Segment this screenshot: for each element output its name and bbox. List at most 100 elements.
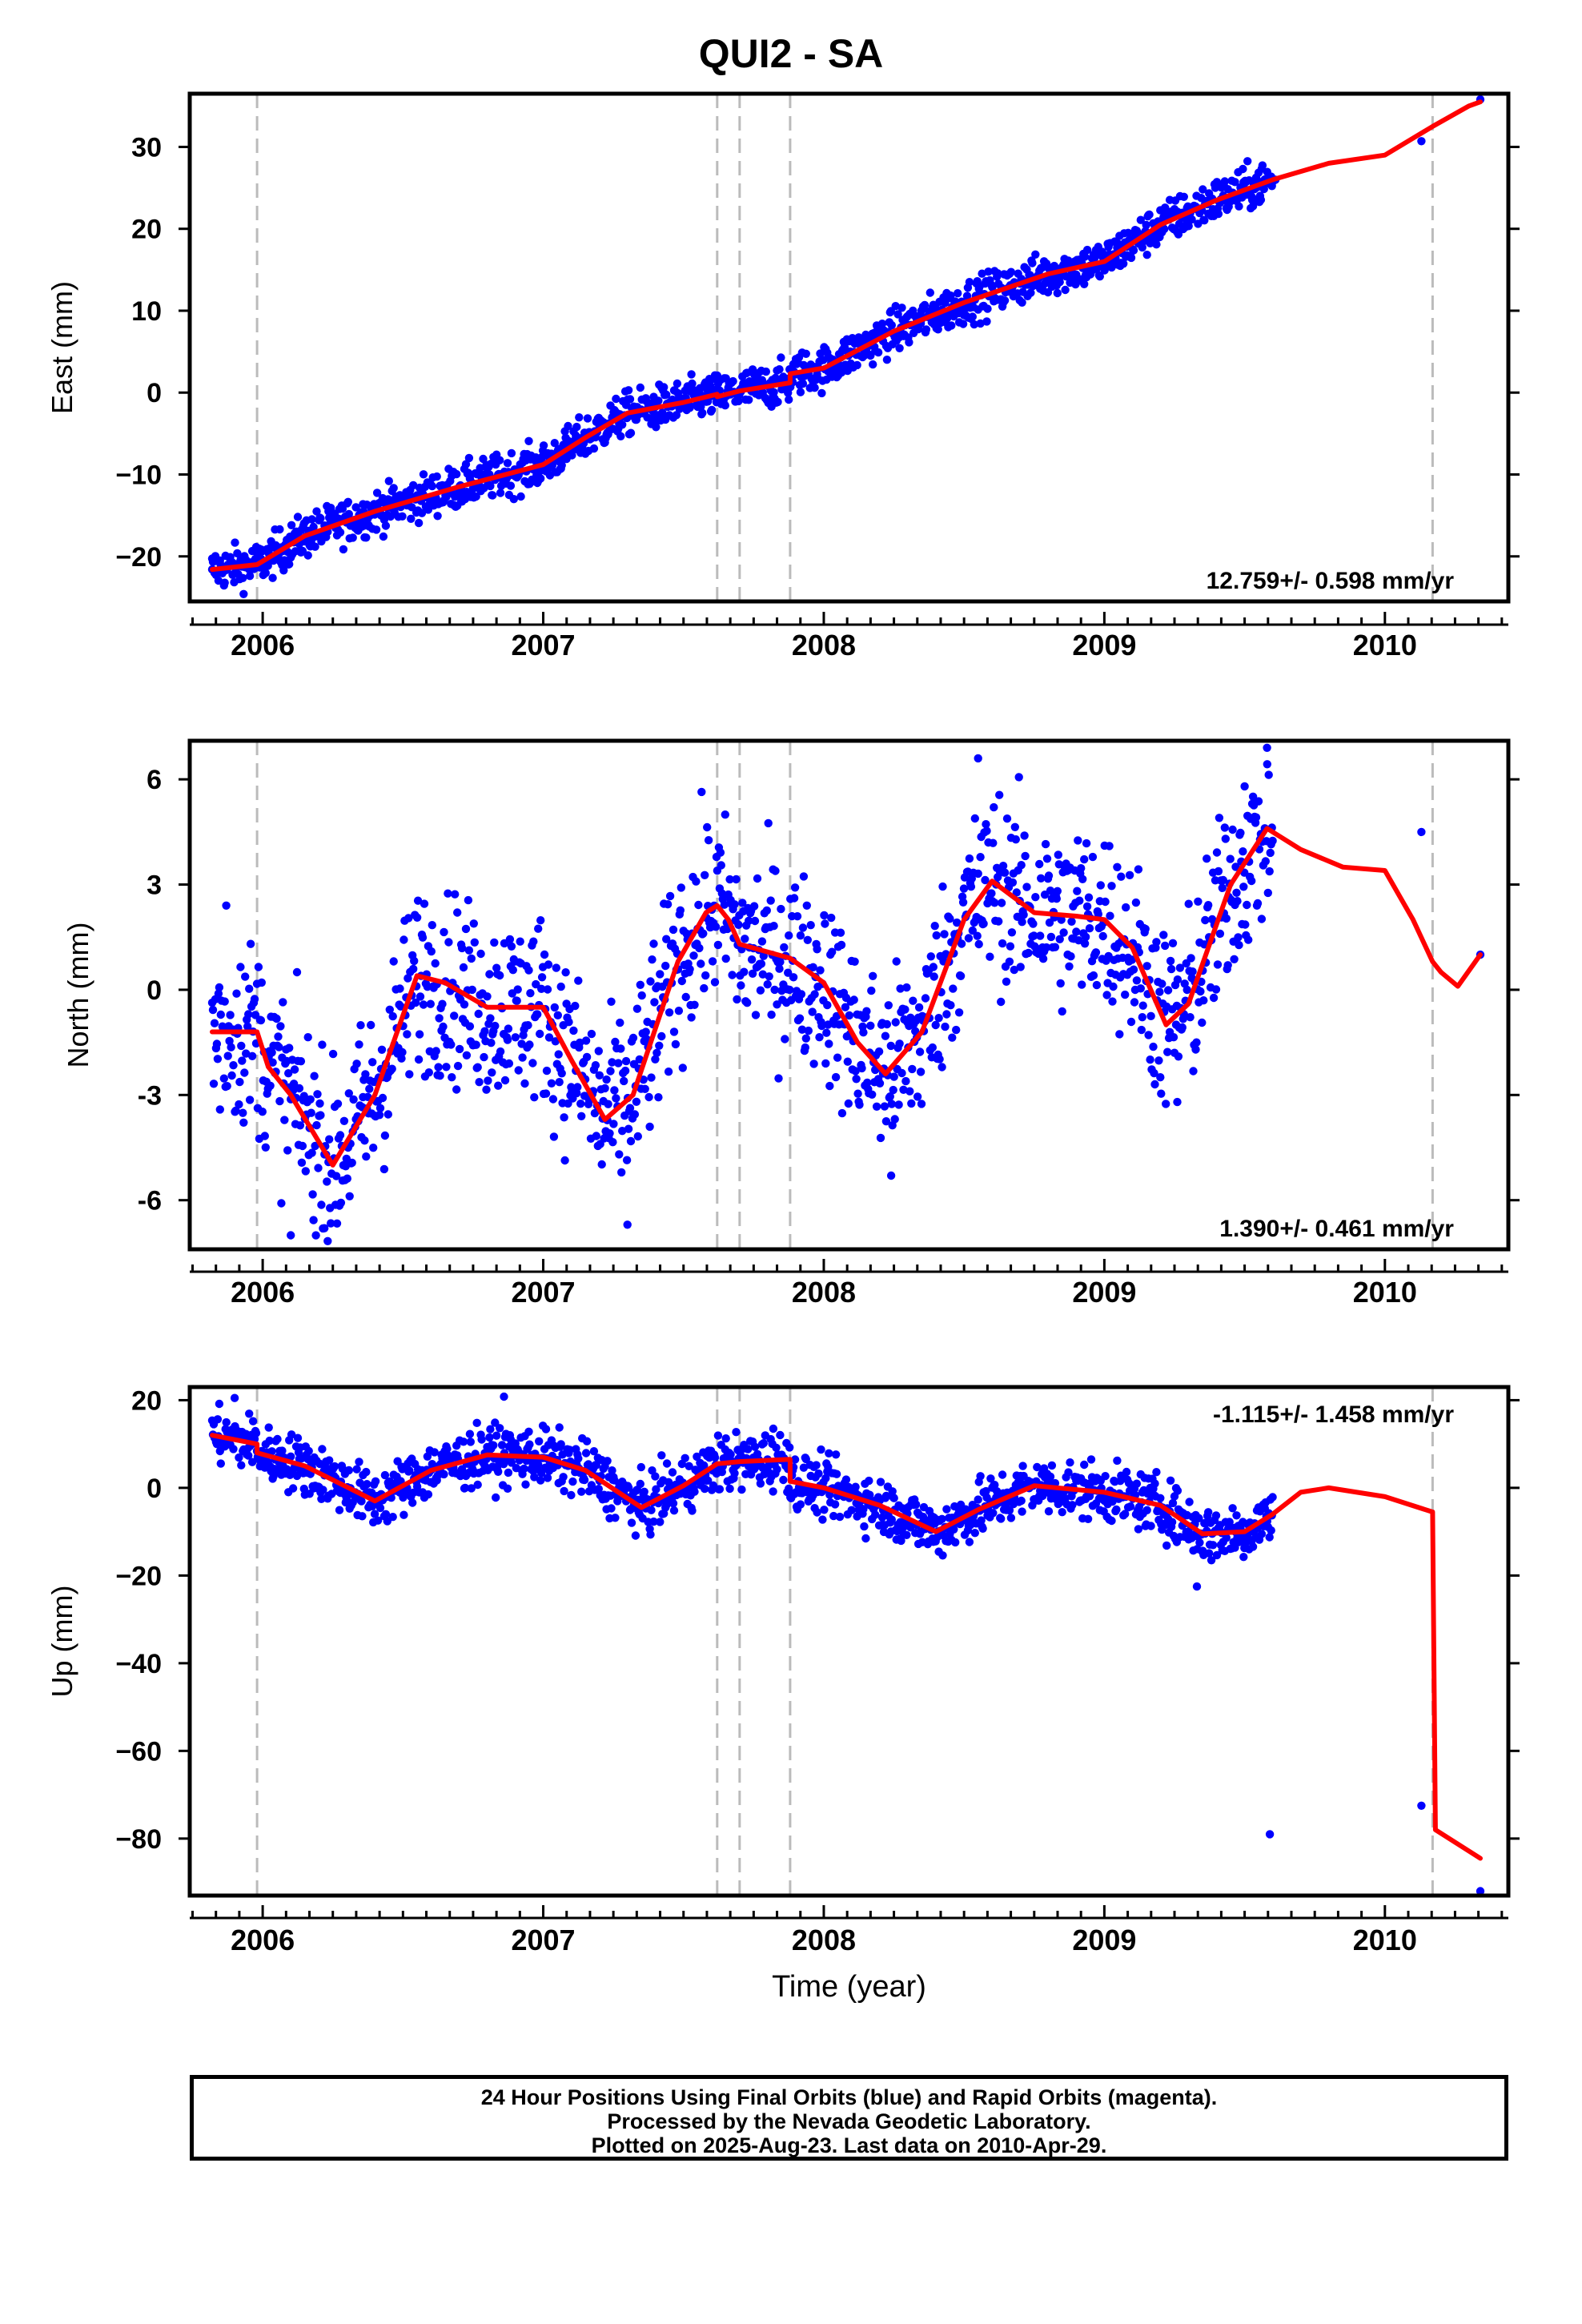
data-point: [1154, 1056, 1163, 1065]
data-point: [630, 1110, 640, 1119]
data-point: [469, 919, 478, 928]
data-point: [1241, 920, 1250, 929]
data-point: [1142, 1506, 1151, 1515]
data-point: [383, 1110, 392, 1119]
data-point: [1257, 915, 1267, 923]
data-point: [476, 949, 485, 959]
data-point: [1195, 1514, 1203, 1523]
data-point: [1215, 929, 1225, 939]
data-point: [573, 1083, 582, 1092]
data-point: [1244, 935, 1253, 944]
data-point: [504, 1024, 513, 1033]
y-tick-label: 10: [131, 296, 162, 327]
data-point: [514, 1066, 523, 1075]
data-point: [886, 1171, 896, 1180]
data-point: [577, 1487, 586, 1496]
data-point: [452, 1085, 461, 1094]
data-point: [500, 1076, 510, 1085]
data-point: [926, 952, 936, 961]
data-point: [1268, 1493, 1277, 1502]
data-point: [989, 1509, 998, 1518]
data-point: [550, 1003, 559, 1012]
x-tick-label: 2007: [511, 629, 575, 661]
data-point: [940, 930, 949, 939]
data-point: [1017, 861, 1026, 870]
data-point: [1417, 137, 1426, 146]
data-point: [235, 1453, 243, 1462]
data-point: [327, 504, 335, 513]
data-point: [447, 1040, 456, 1049]
data-point: [1126, 1017, 1136, 1027]
data-point: [669, 1506, 679, 1515]
data-point: [687, 370, 696, 379]
data-point: [581, 1036, 591, 1045]
data-point: [436, 1072, 444, 1080]
data-point: [339, 1116, 349, 1126]
data-point: [1000, 868, 1010, 877]
data-point: [594, 1485, 603, 1494]
data-point: [776, 958, 785, 967]
y-tick-label: -6: [138, 1186, 162, 1216]
data-point: [1107, 1516, 1116, 1526]
data-point: [887, 1100, 897, 1108]
data-point: [1005, 957, 1014, 967]
data-point: [833, 1053, 842, 1062]
data-point: [381, 1510, 391, 1519]
data-point: [817, 388, 826, 398]
data-point: [1021, 851, 1030, 861]
data-point: [1173, 1486, 1182, 1495]
data-point: [793, 912, 802, 921]
data-point: [311, 1141, 319, 1151]
data-point: [534, 1460, 543, 1470]
data-point: [1152, 938, 1161, 947]
data-point: [837, 1108, 847, 1118]
data-point: [536, 916, 545, 925]
data-point: [891, 1018, 900, 1027]
data-point: [646, 1530, 655, 1539]
data-point: [1105, 842, 1114, 850]
data-point: [483, 992, 492, 1001]
data-point: [307, 1108, 315, 1117]
data-point: [872, 1102, 881, 1112]
data-point: [1036, 931, 1045, 940]
data-point: [797, 990, 806, 999]
data-point: [994, 917, 1003, 926]
data-point: [245, 572, 255, 581]
data-point: [681, 992, 690, 1002]
data-point: [952, 1025, 961, 1035]
data-point: [1215, 814, 1224, 822]
data-point: [541, 1425, 551, 1433]
data-point: [220, 997, 229, 1006]
data-point: [397, 1054, 406, 1063]
data-point: [628, 1033, 638, 1043]
data-point: [1243, 900, 1251, 910]
data-point: [959, 884, 969, 893]
data-point: [665, 891, 675, 901]
data-point: [413, 896, 423, 905]
data-point: [1017, 1496, 1026, 1506]
data-point: [758, 970, 767, 979]
data-point: [381, 521, 391, 530]
y-tick-label: 0: [147, 975, 162, 1006]
data-point: [652, 1485, 661, 1494]
data-point: [453, 1061, 463, 1071]
data-point: [316, 1111, 325, 1120]
data-point: [949, 984, 958, 993]
data-point: [734, 396, 743, 406]
data-point: [656, 970, 665, 979]
data-point: [1194, 897, 1203, 907]
data-point: [536, 1029, 544, 1039]
data-point: [414, 1055, 424, 1064]
data-point: [1129, 965, 1138, 974]
data-point: [654, 396, 663, 405]
data-point: [773, 397, 782, 407]
data-point: [799, 872, 809, 881]
data-point: [624, 1483, 633, 1492]
data-point: [237, 1041, 246, 1051]
data-point: [238, 1056, 247, 1065]
data-point: [492, 1431, 501, 1440]
data-point: [1166, 956, 1175, 966]
data-point: [749, 902, 759, 911]
data-point: [905, 1087, 914, 1096]
data-point: [669, 1027, 679, 1036]
